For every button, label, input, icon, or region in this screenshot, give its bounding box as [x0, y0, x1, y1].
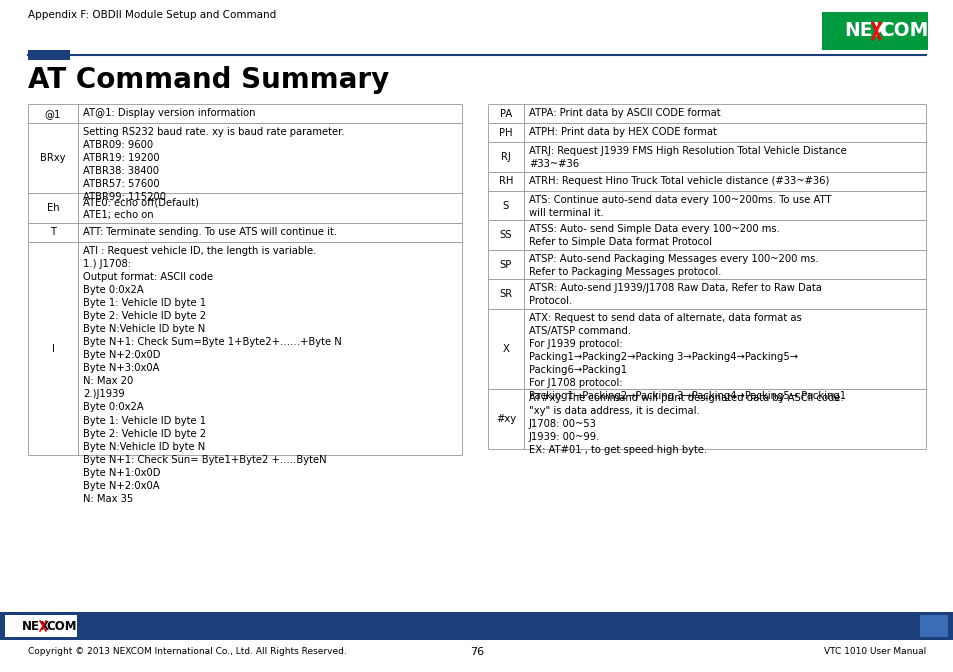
Text: ATSP: Auto-send Packaging Messages every 100~200 ms.
Refer to Packaging Messages: ATSP: Auto-send Packaging Messages every… — [529, 254, 818, 277]
Bar — [28, 242, 78, 455]
Bar — [488, 308, 523, 389]
Bar — [0, 612, 953, 640]
Bar — [488, 172, 523, 191]
Text: RH: RH — [498, 177, 513, 186]
Text: #xy: #xy — [496, 414, 516, 424]
Bar — [488, 389, 523, 449]
Bar — [523, 172, 925, 191]
Text: T: T — [50, 227, 56, 237]
Bar — [488, 123, 523, 142]
Text: NE: NE — [843, 22, 872, 40]
Bar — [28, 104, 78, 123]
Text: SR: SR — [499, 289, 512, 299]
Bar — [5, 615, 77, 637]
Bar — [78, 104, 461, 123]
Bar — [78, 194, 461, 223]
Bar — [28, 50, 70, 60]
Text: NE: NE — [22, 620, 40, 632]
Text: ATS: Continue auto-send data every 100~200ms. To use ATT
will terminal it.: ATS: Continue auto-send data every 100~2… — [529, 195, 831, 218]
Bar — [523, 389, 925, 449]
Text: AT Command Summary: AT Command Summary — [28, 66, 389, 94]
Bar — [523, 142, 925, 172]
Bar — [523, 308, 925, 389]
Text: ATRJ: Request J1939 FMS High Resolution Total Vehicle Distance
#33~#36: ATRJ: Request J1939 FMS High Resolution … — [529, 146, 846, 169]
Text: Setting RS232 baud rate. xy is baud rate parameter.
ATBR09: 9600
ATBR19: 19200
A: Setting RS232 baud rate. xy is baud rate… — [83, 127, 344, 202]
Bar — [821, 12, 927, 50]
Text: 76: 76 — [470, 647, 483, 657]
Text: ATPH: Print data by HEX CODE format: ATPH: Print data by HEX CODE format — [529, 127, 716, 137]
Text: Eh: Eh — [47, 203, 59, 213]
Bar — [523, 104, 925, 123]
Bar — [488, 142, 523, 172]
Text: ATPA: Print data by ASCII CODE format: ATPA: Print data by ASCII CODE format — [529, 108, 720, 118]
Bar — [78, 223, 461, 242]
Bar — [488, 191, 523, 220]
Text: AT@1: Display version information: AT@1: Display version information — [83, 108, 255, 118]
Bar — [523, 123, 925, 142]
Text: BRxy: BRxy — [40, 153, 66, 163]
Text: PA: PA — [499, 109, 512, 118]
Bar — [78, 123, 461, 194]
Bar — [28, 223, 78, 242]
Text: X: X — [40, 620, 49, 632]
Text: ATX: Request to send data of alternate, data format as
ATS/ATSP command.
For J19: ATX: Request to send data of alternate, … — [529, 312, 845, 401]
Text: PH: PH — [498, 128, 512, 138]
Bar — [488, 279, 523, 308]
Text: AT#xy: The command will print designated data by ASCII code.
"xy" is data addres: AT#xy: The command will print designated… — [529, 393, 842, 455]
Text: COM: COM — [46, 620, 76, 632]
Bar — [919, 615, 947, 637]
Text: ATSR: Auto-send J1939/J1708 Raw Data, Refer to Raw Data
Protocol.: ATSR: Auto-send J1939/J1708 Raw Data, Re… — [529, 283, 821, 306]
Text: I: I — [51, 343, 54, 353]
Text: Appendix F: OBDII Module Setup and Command: Appendix F: OBDII Module Setup and Comma… — [28, 10, 276, 20]
Bar — [78, 242, 461, 455]
Bar — [523, 250, 925, 279]
Bar — [488, 250, 523, 279]
Text: S: S — [502, 201, 509, 211]
Text: X: X — [872, 22, 886, 40]
Bar — [523, 279, 925, 308]
Text: ATT: Terminate sending. To use ATS will continue it.: ATT: Terminate sending. To use ATS will … — [83, 227, 336, 237]
Bar — [28, 194, 78, 223]
Text: COM: COM — [879, 22, 927, 40]
Text: SS: SS — [499, 230, 512, 240]
Bar — [523, 220, 925, 250]
Text: ATRH: Request Hino Truck Total vehicle distance (#33~#36): ATRH: Request Hino Truck Total vehicle d… — [529, 176, 828, 185]
Bar — [523, 191, 925, 220]
Text: ATE0: echo off(Default)
ATE1; echo on: ATE0: echo off(Default) ATE1; echo on — [83, 198, 198, 220]
Text: SP: SP — [499, 259, 512, 269]
Text: ATI : Request vehicle ID, the length is variable.
1.) J1708:
Output format: ASCI: ATI : Request vehicle ID, the length is … — [83, 246, 341, 504]
Bar — [488, 104, 523, 123]
Text: RJ: RJ — [500, 152, 511, 162]
Text: ATSS: Auto- send Simple Data every 100~200 ms.
Refer to Simple Data format Proto: ATSS: Auto- send Simple Data every 100~2… — [529, 224, 779, 247]
Text: Copyright © 2013 NEXCOM International Co., Ltd. All Rights Reserved.: Copyright © 2013 NEXCOM International Co… — [28, 648, 346, 657]
Text: X: X — [502, 344, 509, 353]
Text: VTC 1010 User Manual: VTC 1010 User Manual — [822, 648, 925, 657]
Text: @1: @1 — [45, 109, 61, 118]
Bar — [28, 123, 78, 194]
Bar — [488, 220, 523, 250]
